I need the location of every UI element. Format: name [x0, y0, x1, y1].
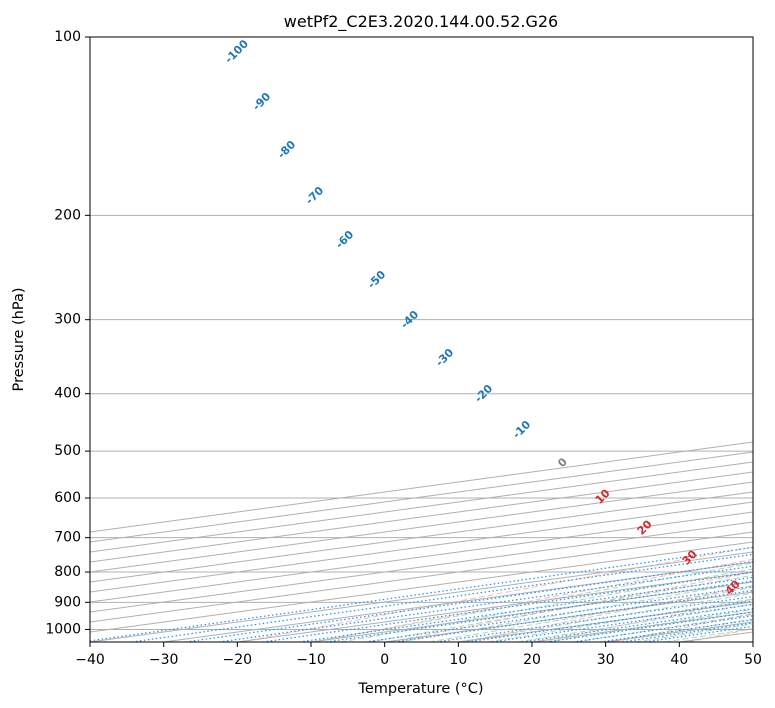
chart-title: wetPf2_C2E3.2020.144.00.52.G26 — [284, 12, 558, 32]
isotherm-line — [90, 511, 753, 603]
mixing-ratio-line — [185, 561, 753, 642]
x-tick-label: 0 — [380, 652, 389, 668]
y-axis-title: Pressure (hPa) — [11, 287, 27, 391]
mixing-ratio-lines — [90, 546, 753, 642]
isotherm-line — [90, 451, 753, 543]
mixing-ratio-line — [467, 600, 753, 642]
y-tick-label: 500 — [54, 443, 81, 459]
plot-frame — [89, 36, 754, 643]
x-tick-label: 10 — [449, 652, 467, 668]
mixing-ratio-line — [131, 553, 753, 642]
isotherm-line — [90, 531, 753, 623]
moist-adiabats — [310, 562, 753, 642]
isotherm-line — [90, 491, 753, 583]
isotherm-line — [90, 521, 753, 613]
mixing-ratio-line — [436, 595, 753, 642]
mixing-ratio-line — [90, 546, 753, 642]
y-tick-label: 700 — [54, 530, 81, 546]
moist-adiabat — [310, 562, 753, 642]
y-tick-label: 800 — [54, 564, 81, 580]
moist-adiabat — [340, 568, 753, 642]
x-tick-label: 50 — [744, 652, 762, 668]
mixing-ratio-line — [492, 603, 753, 642]
y-tick-label: 300 — [54, 312, 81, 328]
y-tick-label: 200 — [54, 207, 81, 223]
y-tick-label: 600 — [54, 490, 81, 506]
x-tick-label: −40 — [75, 652, 105, 668]
isotherm-line — [90, 501, 753, 593]
x-axis-title: Temperature (°C) — [357, 681, 483, 697]
x-axis: −40 −30 −20 −10 0 10 20 30 40 50 — [75, 642, 762, 668]
isotherm-line — [90, 481, 753, 573]
isotherm-line — [90, 461, 753, 553]
x-tick-label: 20 — [523, 652, 541, 668]
y-tick-label: 1000 — [45, 621, 81, 637]
grid-lines — [90, 37, 753, 630]
y-tick-label: 100 — [54, 29, 81, 45]
skewed-isotherms — [90, 441, 753, 642]
isotherm-line — [90, 471, 753, 563]
x-tick-label: −10 — [296, 652, 326, 668]
mixing-ratio-line — [522, 608, 753, 642]
x-tick-label: −20 — [223, 652, 253, 668]
x-tick-label: −30 — [149, 652, 179, 668]
y-tick-label: 400 — [54, 386, 81, 402]
x-tick-label: 30 — [597, 652, 615, 668]
x-tick-label: 40 — [670, 652, 688, 668]
y-tick-label: 900 — [54, 594, 81, 610]
y-axis: 100 200 300 400 500 600 700 800 900 1000 — [45, 29, 90, 637]
